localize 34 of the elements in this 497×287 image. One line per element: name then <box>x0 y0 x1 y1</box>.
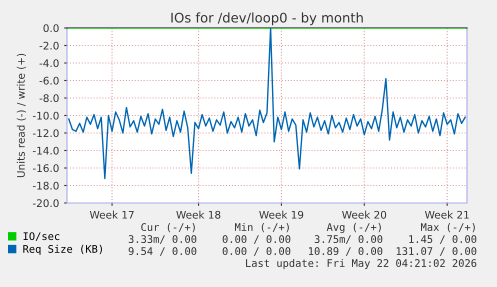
text: 0.00 / 0.00 <box>222 247 290 256</box>
text: Min (-/+) <box>234 222 289 232</box>
text: 0.00 / 0.00 <box>222 235 290 244</box>
x-tick-label: Week 18 <box>176 210 220 219</box>
text: Avg (-/+) <box>326 222 381 234</box>
x-tick-label: Week 20 <box>342 210 386 219</box>
legend-label: IO/sec <box>24 232 60 241</box>
y-tick-label: -4.0 <box>40 59 59 68</box>
y-tick-label: -14.0 <box>32 146 59 155</box>
text: Last update: Fri May 22 04:21:02 2026 <box>246 258 476 270</box>
y-axis-title: Units read (-) / write (+) <box>16 54 26 178</box>
y-tick-label: -8.0 <box>40 94 59 102</box>
y-tick-label: -18.0 <box>32 182 59 190</box>
text: Max (-/+) <box>420 223 475 232</box>
text: 9.54 / 0.00 <box>128 247 196 256</box>
x-tick-label: Week 21 <box>424 210 469 219</box>
line-series <box>68 28 466 180</box>
text: 1.45 / 0.00 <box>409 235 476 244</box>
y-tick-label: 0.0 <box>43 24 59 32</box>
legend-label: Req Size (KB) <box>23 244 102 255</box>
text: 131.07 / 0.00 <box>396 247 476 256</box>
x-tick-label: Week 19 <box>259 210 304 219</box>
text: Cur (-/+) <box>141 223 195 232</box>
text: 3.75m/ 0.00 <box>314 235 382 244</box>
x-tick-label: Week 17 <box>90 210 134 219</box>
y-tick-label: -12.0 <box>32 129 59 138</box>
y-tick-label: -6.0 <box>40 76 59 85</box>
text: 3.33m/ 0.00 <box>128 235 196 244</box>
y-tick-label: -20.0 <box>32 199 59 208</box>
text: 10.89 / 0.00 <box>309 247 382 256</box>
y-tick-label: -2.0 <box>40 42 59 50</box>
y-tick-label: -10.0 <box>32 112 59 120</box>
chart-title: IOs for /dev/loop0 - by month <box>171 12 363 26</box>
y-tick-label: -16.0 <box>32 164 59 172</box>
